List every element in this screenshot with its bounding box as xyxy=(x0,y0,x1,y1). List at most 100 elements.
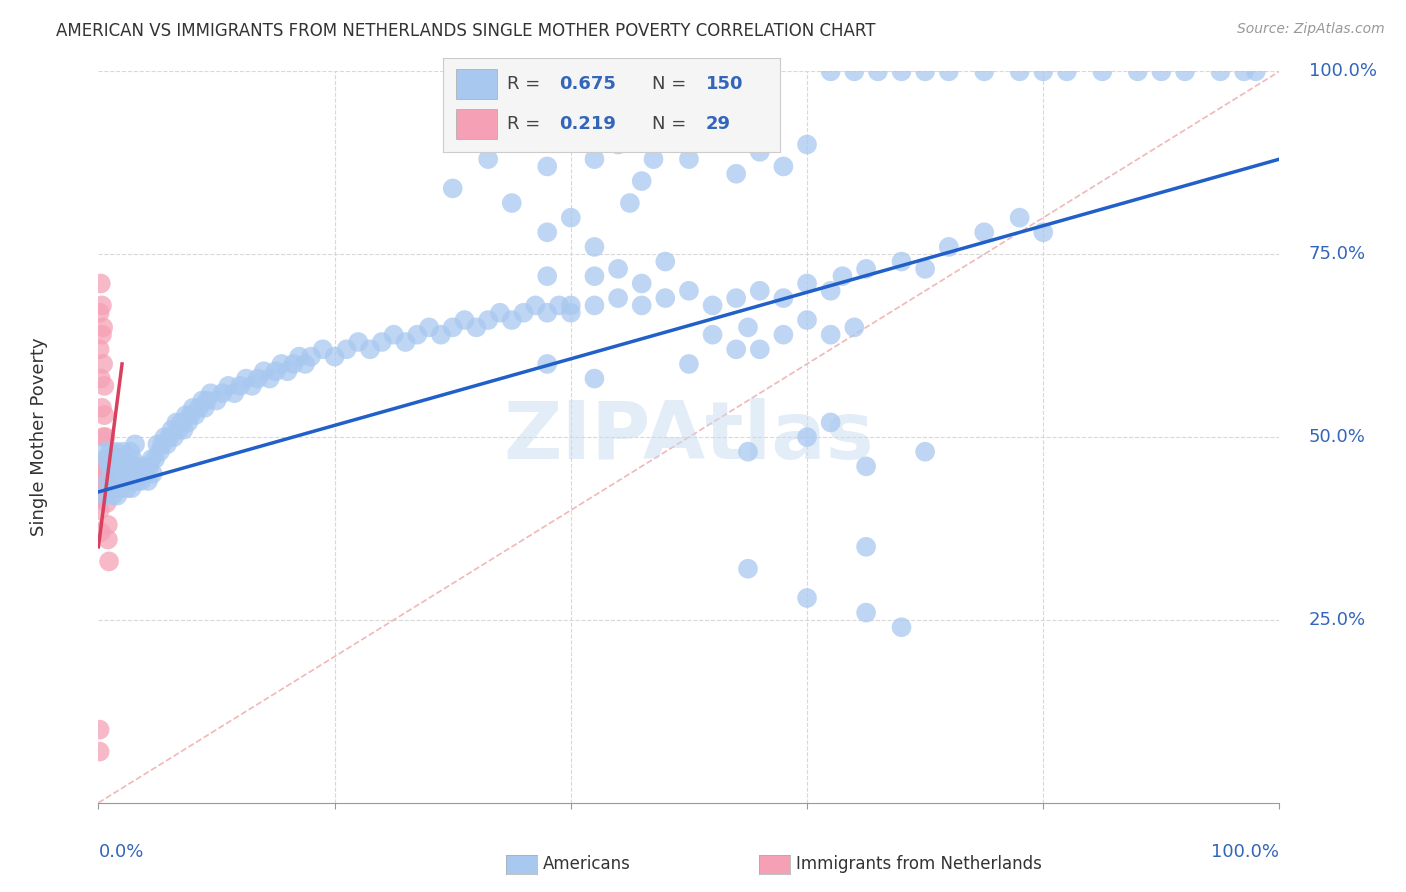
Point xyxy=(240,379,263,393)
Point xyxy=(89,489,111,503)
Bar xyxy=(457,70,496,99)
Point xyxy=(820,284,842,298)
Text: 25.0%: 25.0% xyxy=(1309,611,1367,629)
Point xyxy=(177,416,200,430)
Point xyxy=(678,357,700,371)
Point xyxy=(548,298,571,312)
Point xyxy=(619,196,641,211)
Point xyxy=(630,174,652,188)
Point xyxy=(583,371,606,385)
Point xyxy=(536,225,558,239)
Point xyxy=(288,350,311,364)
Point xyxy=(167,423,190,437)
Point xyxy=(172,423,194,437)
Point xyxy=(583,240,606,254)
Point xyxy=(90,525,112,540)
Point xyxy=(489,306,512,320)
Point xyxy=(97,474,120,488)
Point xyxy=(312,343,335,357)
Text: 100.0%: 100.0% xyxy=(1309,62,1376,80)
Point xyxy=(104,474,127,488)
Point xyxy=(93,379,115,393)
Point xyxy=(181,401,204,415)
Point xyxy=(855,606,877,620)
Point xyxy=(105,444,128,458)
Text: 0.0%: 0.0% xyxy=(98,843,143,861)
Point xyxy=(441,320,464,334)
Text: 75.0%: 75.0% xyxy=(1309,245,1367,263)
Point xyxy=(666,123,689,137)
Point xyxy=(335,343,357,357)
Point xyxy=(654,254,676,268)
Point xyxy=(94,444,117,458)
Point xyxy=(678,152,700,166)
Point xyxy=(796,313,818,327)
Point xyxy=(93,467,115,481)
Point xyxy=(737,562,759,576)
Text: AMERICAN VS IMMIGRANTS FROM NETHERLANDS SINGLE MOTHER POVERTY CORRELATION CHART: AMERICAN VS IMMIGRANTS FROM NETHERLANDS … xyxy=(56,22,876,40)
Point xyxy=(91,459,114,474)
Point xyxy=(235,371,257,385)
Point xyxy=(217,379,239,393)
Point xyxy=(866,64,889,78)
Point xyxy=(772,291,794,305)
Point xyxy=(112,444,135,458)
Point xyxy=(184,408,207,422)
Point xyxy=(89,503,111,517)
Point xyxy=(142,467,165,481)
Point xyxy=(118,467,141,481)
Point xyxy=(1008,64,1031,78)
Point xyxy=(124,437,146,451)
Point xyxy=(1032,64,1054,78)
Point xyxy=(1091,64,1114,78)
Point xyxy=(89,745,111,759)
Point xyxy=(97,533,120,547)
Point xyxy=(103,452,125,467)
Point xyxy=(91,357,114,371)
Point xyxy=(323,350,346,364)
Point xyxy=(855,261,877,276)
Point xyxy=(100,459,122,474)
Point xyxy=(359,343,381,357)
Point xyxy=(607,291,630,305)
Point xyxy=(170,416,193,430)
Point xyxy=(150,437,173,451)
Point xyxy=(91,474,114,488)
Point xyxy=(748,343,770,357)
Point xyxy=(129,474,152,488)
Point xyxy=(737,444,759,458)
Point xyxy=(748,284,770,298)
Point xyxy=(90,467,112,481)
Point xyxy=(630,298,652,312)
Point xyxy=(938,64,960,78)
Text: Source: ZipAtlas.com: Source: ZipAtlas.com xyxy=(1237,22,1385,37)
Point xyxy=(501,313,523,327)
Point xyxy=(153,430,176,444)
Point xyxy=(382,327,405,342)
Text: Americans: Americans xyxy=(543,855,630,873)
Point xyxy=(820,416,842,430)
Point xyxy=(135,467,157,481)
Point xyxy=(136,474,159,488)
Point xyxy=(1233,64,1256,78)
Point xyxy=(702,298,724,312)
Point xyxy=(702,327,724,342)
Point xyxy=(1174,64,1197,78)
Point xyxy=(174,408,197,422)
Point xyxy=(96,496,118,510)
Point xyxy=(831,269,853,284)
Point xyxy=(512,306,534,320)
Point xyxy=(702,130,724,145)
Point xyxy=(654,291,676,305)
Point xyxy=(283,357,305,371)
Point xyxy=(294,357,316,371)
Point xyxy=(1008,211,1031,225)
Point xyxy=(441,181,464,195)
Text: N =: N = xyxy=(652,75,692,93)
Point xyxy=(630,277,652,291)
Point xyxy=(122,474,145,488)
Text: 100.0%: 100.0% xyxy=(1212,843,1279,861)
Point xyxy=(914,444,936,458)
Point xyxy=(165,416,187,430)
Point xyxy=(973,64,995,78)
